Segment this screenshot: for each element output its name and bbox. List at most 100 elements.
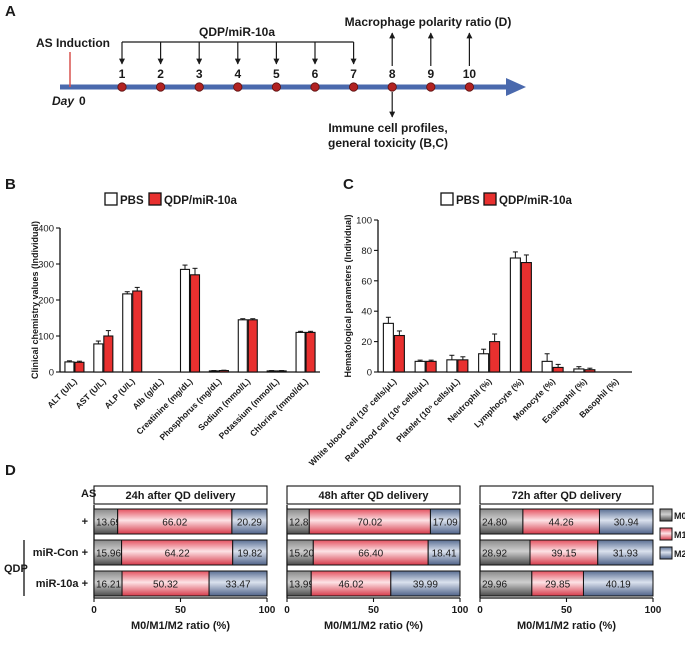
stacked-segment	[522, 508, 600, 535]
segment-value: 33.47	[226, 580, 251, 591]
stacked-segment	[531, 570, 584, 597]
stacked-segment	[308, 508, 431, 535]
bar	[489, 341, 501, 373]
bar	[584, 369, 596, 373]
bar	[237, 319, 248, 373]
legend-swatch	[659, 527, 673, 541]
segment-value: 30.94	[614, 518, 639, 529]
bar	[122, 293, 133, 373]
panel-title-box	[286, 485, 461, 505]
segment-value: 39.15	[551, 549, 576, 560]
day-dot	[310, 82, 320, 92]
stacked-segment	[390, 570, 461, 597]
segment-value: 44.26	[549, 518, 574, 529]
segment-value: 13.69	[96, 518, 121, 529]
x-tick-label: 100	[259, 605, 276, 616]
y-tick-label: 20	[361, 337, 372, 348]
x-tick-label: Sodium (mmol/L)	[196, 376, 252, 432]
panel-label-a: A	[5, 3, 16, 20]
x-axis-title: M0/M1/M2 ratio (%)	[324, 620, 423, 632]
y-tick-label: 100	[38, 332, 54, 343]
stacked-segment	[529, 539, 599, 566]
segment-value: 40.19	[606, 580, 631, 591]
y-tick-label: 300	[38, 260, 54, 271]
bar	[414, 360, 426, 373]
stacked-segment	[427, 539, 461, 566]
stacked-segment	[310, 570, 392, 597]
panel-title-box	[93, 485, 268, 505]
stacked-segment	[582, 570, 654, 597]
stacked-segment	[598, 508, 654, 535]
legend-c-qdp-label: QDP/miR-10a	[499, 195, 572, 207]
y-tick-label: 0	[49, 368, 54, 379]
stacked-segment	[429, 508, 461, 535]
legend-label: M1	[674, 530, 685, 540]
y-tick-label: 60	[361, 276, 372, 287]
x-tick-label: Chlorine (mmol/dL)	[248, 376, 310, 438]
day-dot	[464, 82, 474, 92]
segment-value: 66.02	[162, 518, 187, 529]
row-label: miR-10a +	[36, 578, 88, 590]
segment-value: 29.96	[482, 580, 507, 591]
legend-label: M0	[674, 511, 685, 521]
y-tick-label: 0	[367, 368, 372, 379]
stacked-segment	[121, 539, 234, 566]
segment-value: 19.82	[237, 549, 262, 560]
segment-value: 39.99	[413, 580, 438, 591]
stacked-segment	[479, 539, 531, 566]
bar	[93, 343, 104, 373]
segment-value: 31.93	[613, 549, 638, 560]
panel-title: 72h after QD delivery	[511, 490, 622, 502]
day-label: 7	[350, 67, 357, 81]
x-tick-label: AST (U/L)	[73, 376, 108, 411]
stacked-segment	[479, 508, 524, 535]
legend-c-pbs-label: PBS	[456, 195, 480, 207]
bar	[103, 335, 114, 373]
bar	[132, 290, 143, 373]
segment-value: 50.32	[153, 580, 178, 591]
timeline: AS Induction Day 0 QDP/miR-10a Macrophag…	[36, 15, 526, 150]
bar	[446, 359, 458, 373]
bar	[305, 331, 316, 373]
bar	[478, 353, 490, 373]
bar	[64, 361, 75, 373]
legend-c: PBS QDP/miR-10a	[440, 192, 572, 207]
bar	[552, 366, 564, 373]
bar	[509, 257, 521, 373]
x-tick-label: 50	[561, 605, 573, 616]
stacked-segment	[121, 570, 210, 597]
segment-value: 15.20	[289, 549, 314, 560]
y-tick-label: 400	[38, 224, 54, 235]
day-label: 6	[312, 67, 319, 81]
legend-b-qdp-label: QDP/miR-10a	[164, 195, 237, 207]
segment-value: 13.99	[289, 580, 314, 591]
row-header: AS	[81, 488, 96, 500]
day-dot	[156, 82, 166, 92]
segment-value: 64.22	[165, 549, 190, 560]
x-tick-label: 50	[175, 605, 187, 616]
segment-value: 29.85	[545, 580, 570, 591]
day-dot	[271, 82, 281, 92]
day-label: 1	[119, 67, 126, 81]
panel-title-box	[479, 485, 654, 505]
legend-label: M2	[674, 549, 685, 559]
segment-value: 16.21	[96, 580, 121, 591]
stacked-segment	[597, 539, 654, 566]
legend-swatch	[659, 508, 673, 522]
stacked-segment	[286, 539, 314, 566]
x-tick-label: 0	[477, 605, 483, 616]
legend-c-qdp-swatch	[483, 192, 497, 206]
immune-label-line1: Immune cell profiles,	[328, 121, 447, 135]
bar	[425, 360, 437, 373]
legend-swatch	[659, 546, 673, 560]
day-dot	[233, 82, 243, 92]
y-axis-title: Clinical chemistry values (Individual)	[30, 221, 40, 379]
day-label: 9	[427, 67, 434, 81]
day-dot	[426, 82, 436, 92]
bar	[247, 319, 258, 373]
row-label: miR-Con +	[33, 547, 88, 559]
bar	[208, 370, 219, 373]
